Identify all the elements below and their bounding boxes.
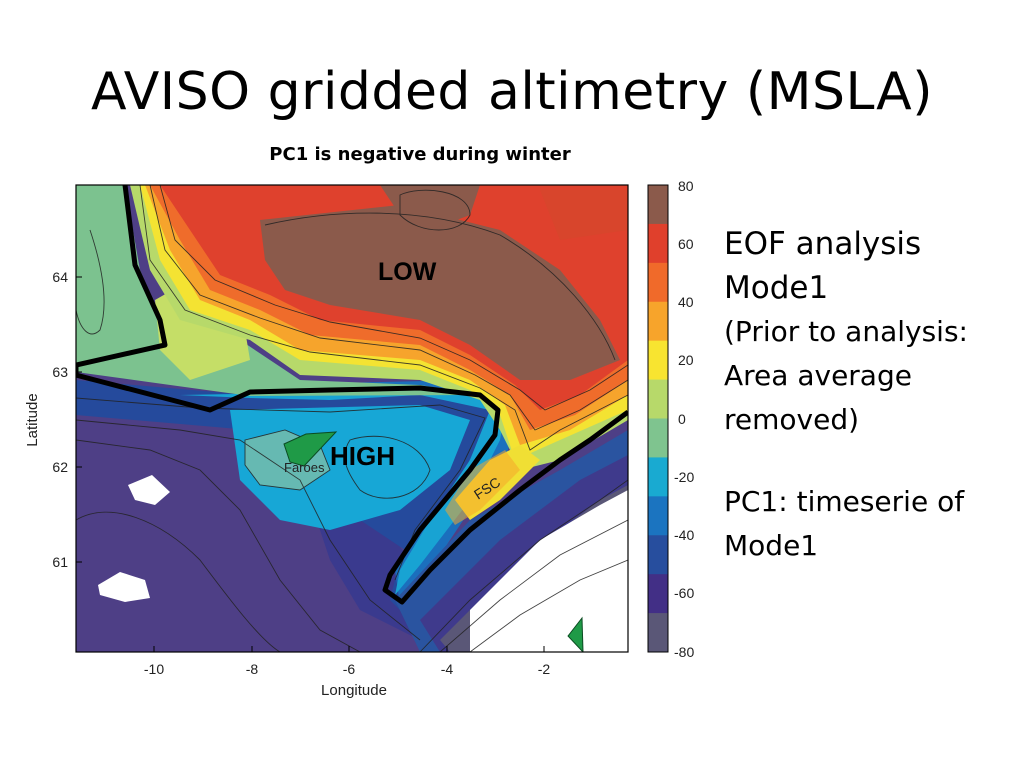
bullet-line: PC1: timeserie of (724, 485, 965, 518)
colorbar (648, 185, 668, 653)
colorbar-ticks: 80 60 40 20 0 -20 -40 -60 -80 (674, 178, 694, 660)
colorbar-swatch (648, 379, 668, 419)
bullet-text: EOF analysis Mode1 (Prior to analysis: A… (724, 222, 1020, 568)
colorbar-swatch (648, 340, 668, 381)
x-tick-label: -6 (343, 661, 356, 677)
colorbar-tick-label: -20 (674, 469, 694, 485)
colorbar-swatch (648, 418, 668, 458)
x-tick-label: -2 (538, 661, 551, 677)
colorbar-swatch (648, 301, 668, 342)
colorbar-tick-label: 20 (678, 352, 694, 368)
x-tick-label: -8 (246, 661, 259, 677)
map-field (76, 185, 628, 652)
colorbar-swatch (648, 496, 668, 536)
bullet-line: Mode1 (724, 529, 819, 562)
y-tick-label: 63 (52, 364, 68, 380)
colorbar-swatch (648, 223, 668, 264)
bullet-line: Mode1 (724, 270, 829, 306)
slide-title: AVISO gridded altimetry (MSLA) (90, 62, 934, 122)
colorbar-swatch (648, 185, 668, 225)
figure-title: PC1 is negative during winter (269, 144, 571, 165)
colorbar-swatch (648, 457, 668, 497)
bullet-line: Area average (724, 359, 912, 392)
label-low: LOW (378, 258, 437, 286)
colorbar-tick-label: 60 (678, 236, 694, 252)
colorbar-tick-label: -40 (674, 527, 694, 543)
y-tick-label: 61 (52, 554, 68, 570)
x-axis-label: Longitude (321, 682, 387, 699)
y-tick-label: 62 (52, 459, 68, 475)
label-high: HIGH (330, 441, 395, 471)
colorbar-swatch (648, 613, 668, 653)
bullet-line: (Prior to analysis: (724, 315, 968, 348)
bullet-line: removed) (724, 403, 860, 436)
bullet-line: EOF analysis (724, 226, 922, 262)
colorbar-tick-label: -80 (674, 644, 694, 660)
colorbar-swatch (648, 262, 668, 303)
y-axis-label: Latitude (24, 393, 41, 446)
label-faroes: Faroes (284, 460, 325, 475)
x-tick-label: -4 (441, 661, 454, 677)
y-axis: 64 63 62 61 Latitude (24, 269, 82, 570)
y-tick-label: 64 (52, 269, 68, 285)
colorbar-tick-label: 0 (678, 411, 686, 427)
colorbar-tick-label: 40 (678, 294, 694, 310)
x-tick-label: -10 (144, 661, 164, 677)
colorbar-swatch (648, 535, 668, 575)
colorbar-swatch (648, 574, 668, 614)
colorbar-tick-label: -60 (674, 585, 694, 601)
colorbar-tick-label: 80 (678, 178, 694, 194)
x-axis: -10 -8 -6 -4 -2 Longitude (144, 646, 551, 699)
